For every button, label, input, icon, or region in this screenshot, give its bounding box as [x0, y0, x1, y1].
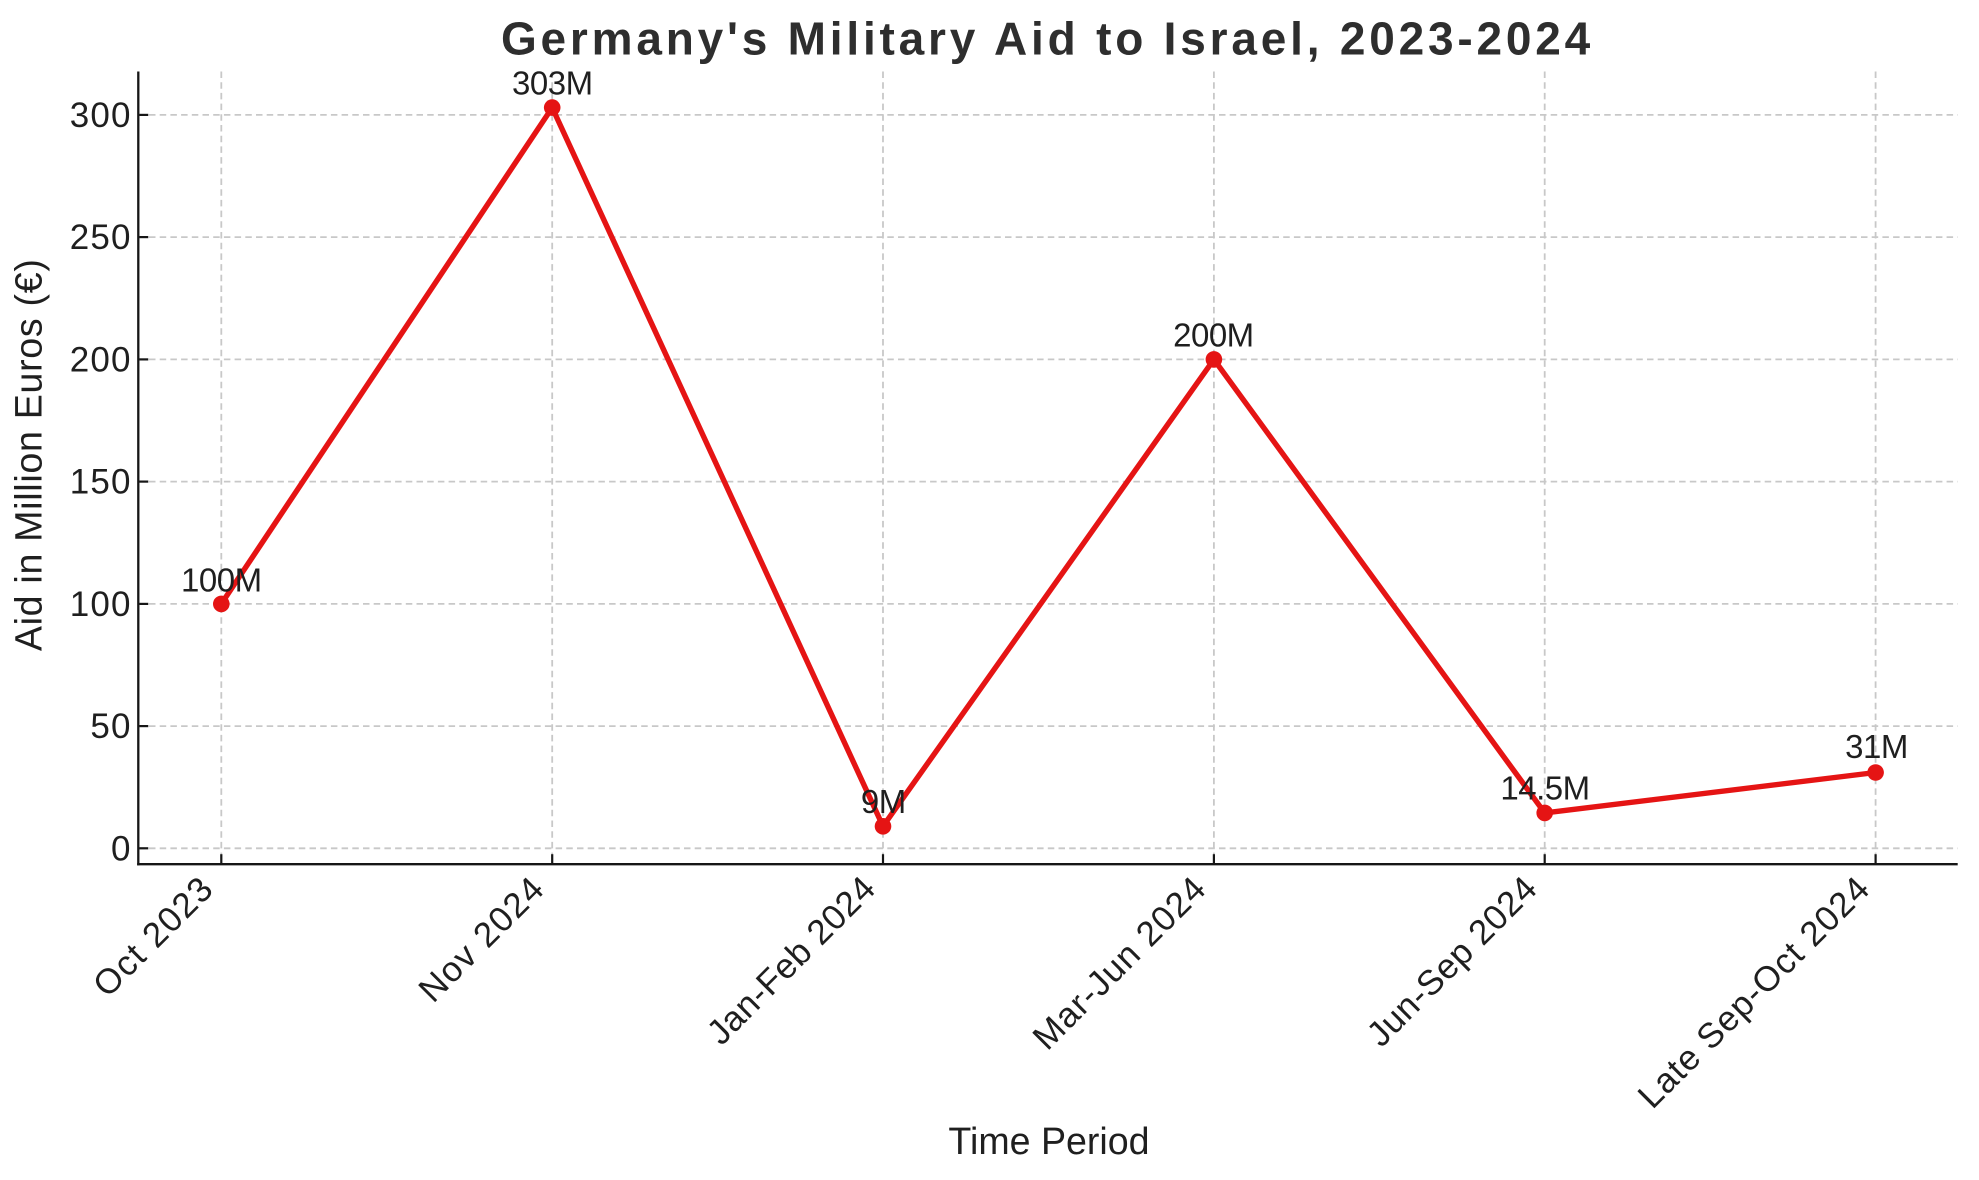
svg-text:Aid in Million Euros (€): Aid in Million Euros (€) — [8, 258, 50, 651]
svg-text:50: 50 — [90, 707, 131, 746]
svg-text:150: 150 — [70, 463, 132, 502]
svg-text:200: 200 — [70, 341, 132, 380]
svg-text:Germany's Military Aid to Isra: Germany's Military Aid to Israel, 2023-2… — [501, 13, 1594, 65]
svg-text:100M: 100M — [181, 562, 262, 599]
svg-text:303M: 303M — [512, 65, 593, 102]
svg-text:250: 250 — [70, 218, 132, 257]
svg-text:0: 0 — [111, 829, 132, 868]
svg-text:100: 100 — [70, 585, 132, 624]
svg-text:Time Period: Time Period — [948, 1120, 1149, 1162]
svg-text:300: 300 — [70, 96, 132, 135]
svg-text:31M: 31M — [1845, 728, 1908, 765]
svg-text:14.5M: 14.5M — [1500, 770, 1589, 807]
svg-text:9M: 9M — [861, 783, 906, 820]
svg-text:200M: 200M — [1173, 316, 1254, 353]
